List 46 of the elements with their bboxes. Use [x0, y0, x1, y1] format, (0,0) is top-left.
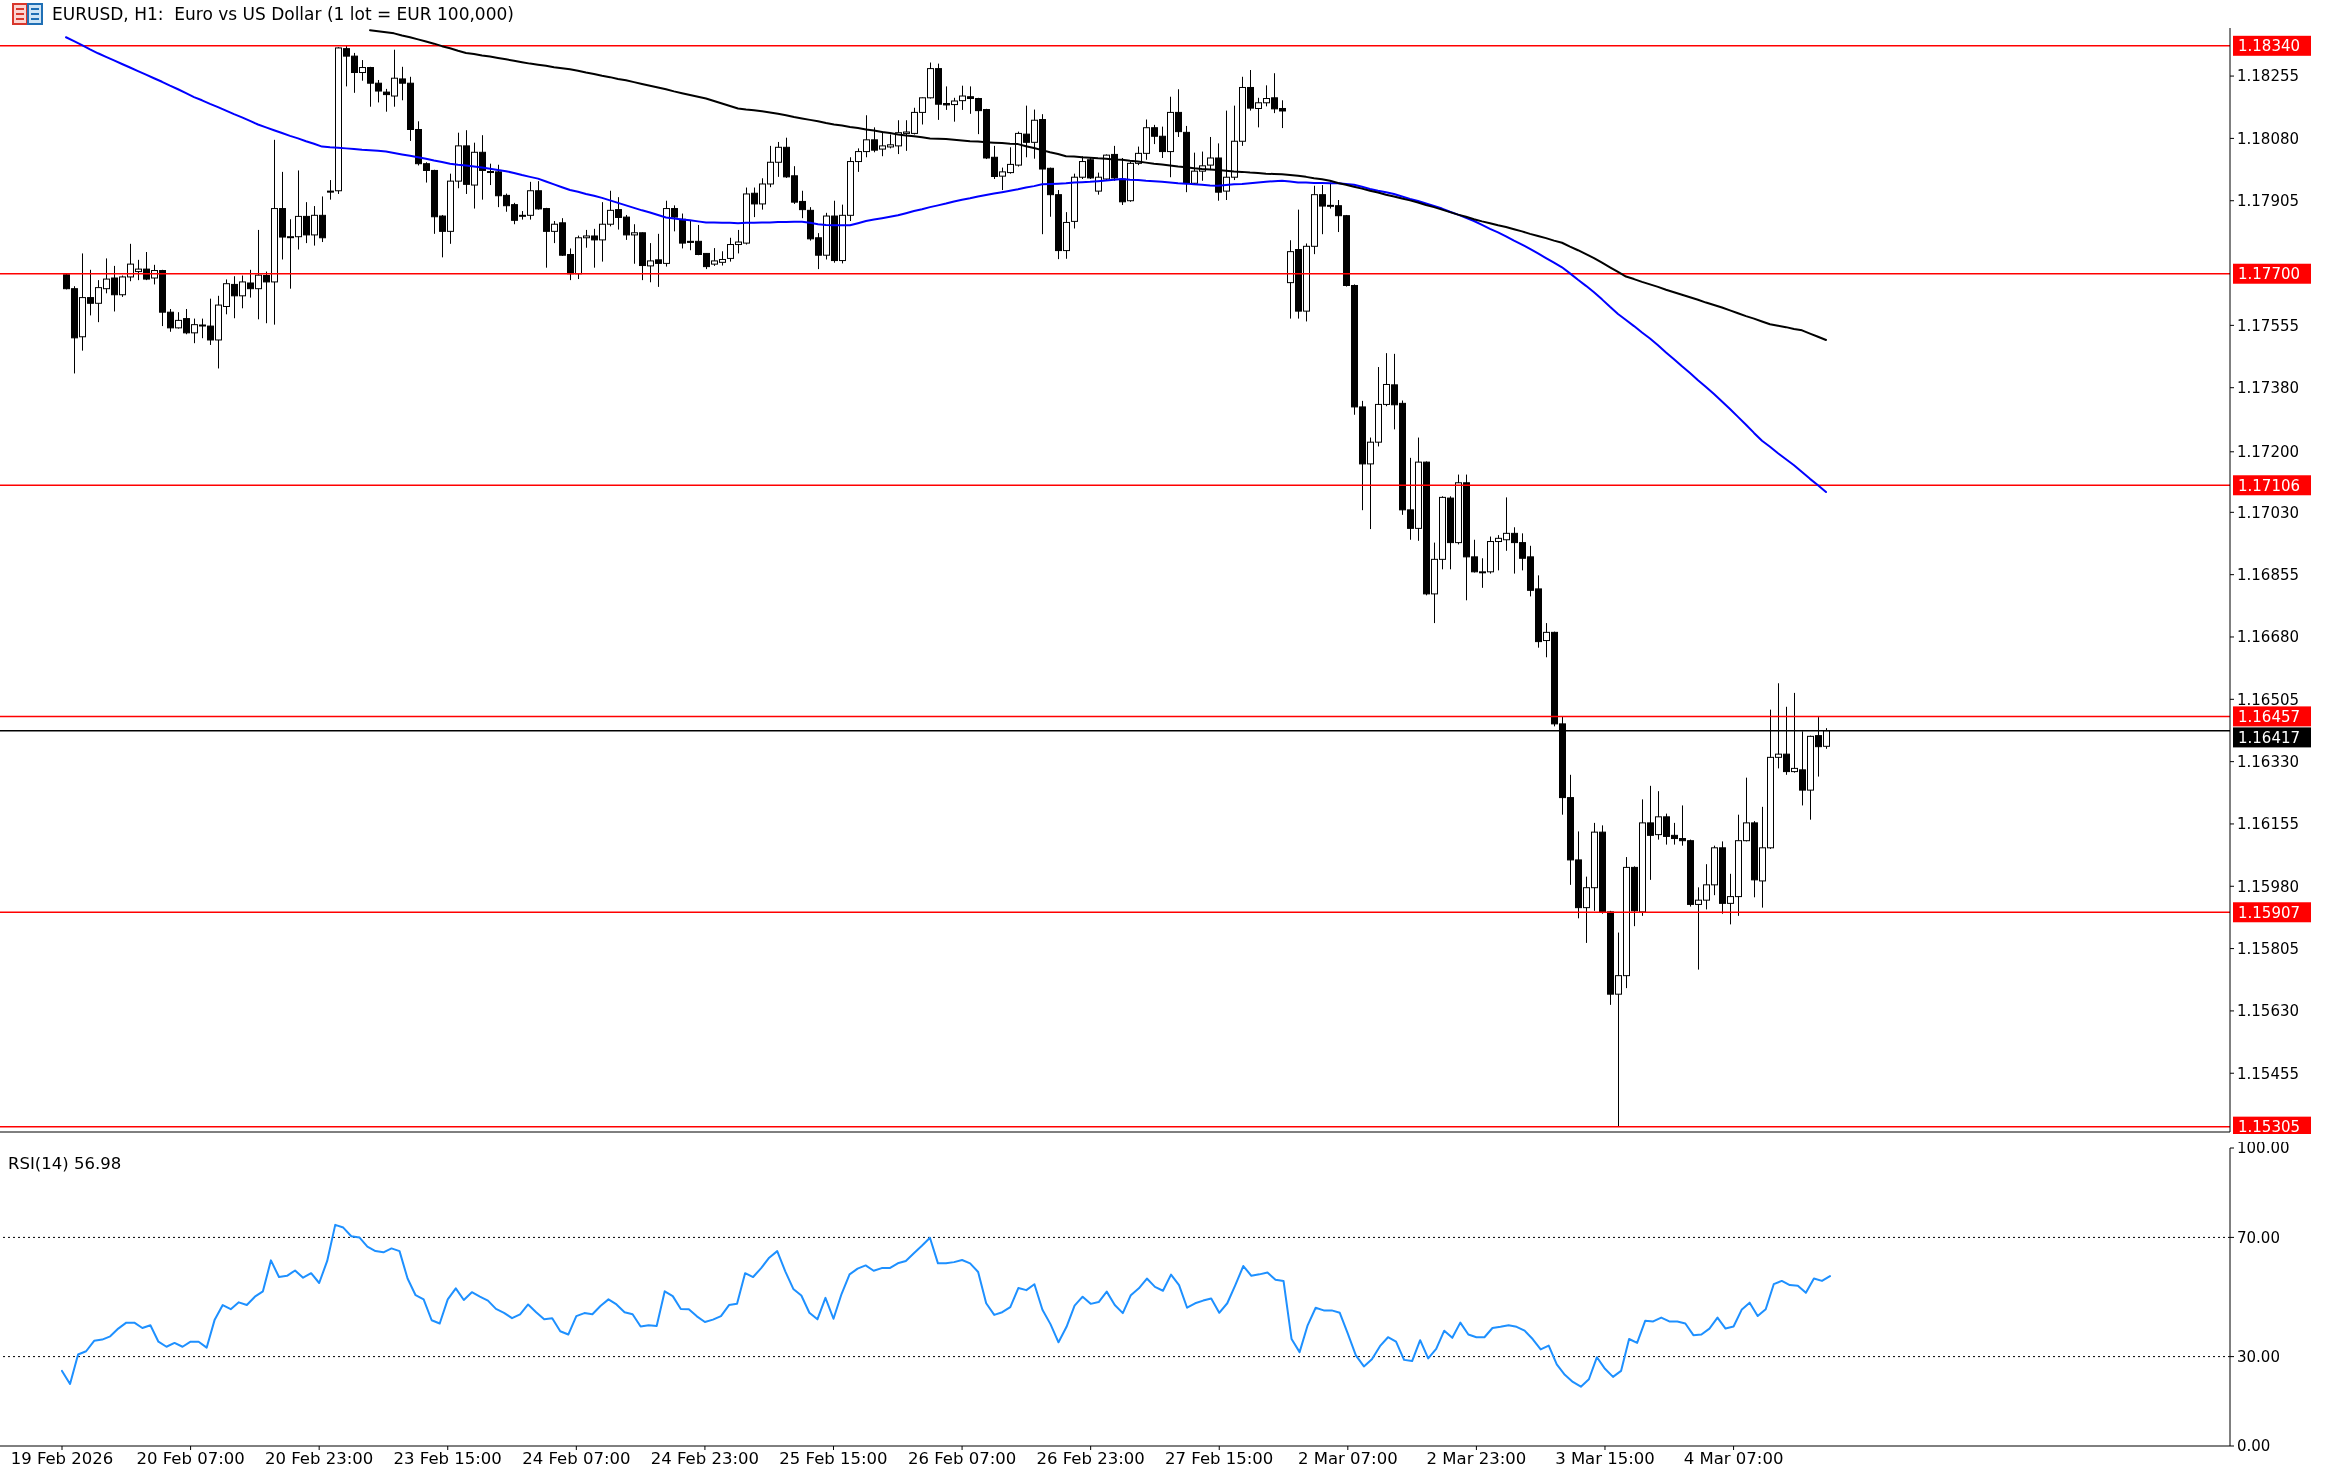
y-tick-label: 1.17380 [2237, 379, 2300, 398]
x-tick-label: 3 Mar 15:00 [1555, 1448, 1655, 1468]
y-tick-label: 1.15980 [2237, 877, 2300, 896]
y-tick-label: 1.17200 [2237, 443, 2300, 462]
ref-line-label: 1.16417 [2238, 728, 2301, 747]
x-tick-label: 20 Feb 07:00 [136, 1448, 245, 1468]
y-tick-label: 1.18080 [2237, 129, 2300, 148]
x-tick-label: 24 Feb 07:00 [522, 1448, 631, 1468]
ref-line-label: 1.17700 [2238, 265, 2301, 284]
y-tick-label: 1.16330 [2237, 752, 2300, 771]
x-tick-label: 20 Feb 23:00 [265, 1448, 374, 1468]
x-tick-label: 27 Feb 15:00 [1165, 1448, 1274, 1468]
x-tick-label: 26 Feb 23:00 [1036, 1448, 1145, 1468]
y-tick-label: 1.17555 [2237, 316, 2300, 335]
x-tick-label: 2 Mar 23:00 [1426, 1448, 1527, 1468]
x-tick-label: 2 Mar 07:00 [1297, 1448, 1398, 1468]
chart-title: RSI(14) 56.98 [8, 1154, 122, 1174]
chart-title: EURUSD, H1: Euro vs US Dollar (1 lot = EUR 100,000) [52, 4, 514, 24]
y-tick-label: 70.00 [2237, 1228, 2280, 1247]
line-series [369, 29, 1827, 341]
y-tick-label: 1.17905 [2237, 192, 2300, 211]
y-tick-label: 1.18255 [2237, 67, 2300, 86]
y-tick-label: 1.16680 [2237, 628, 2300, 647]
y-tick-label: 0.00 [2237, 1437, 2271, 1456]
ref-line-label: 1.15305 [2238, 1118, 2301, 1137]
x-tick-label: 26 Feb 07:00 [907, 1448, 1017, 1468]
line-series [65, 36, 1827, 494]
ref-line-label: 1.17106 [2238, 476, 2301, 495]
x-tick-label: 19 Feb 2026 [10, 1448, 114, 1468]
x-tick-label: 25 Feb 15:00 [779, 1448, 888, 1468]
ref-line-label: 1.18340 [2238, 37, 2301, 56]
y-tick-label: 1.16505 [2237, 690, 2300, 709]
x-tick-label: 24 Feb 23:00 [650, 1448, 760, 1468]
y-tick-label: 1.15455 [2237, 1064, 2300, 1083]
x-tick-label: 4 Mar 07:00 [1683, 1448, 1784, 1468]
y-tick-label: 100.00 [2237, 1139, 2290, 1158]
y-tick-label: 1.16155 [2237, 815, 2300, 834]
y-tick-label: 1.15805 [2237, 939, 2300, 958]
ref-line-label: 1.15907 [2238, 903, 2301, 922]
line-series [61, 1223, 1831, 1388]
x-tick-label: 23 Feb 15:00 [393, 1448, 502, 1468]
y-tick-label: 30.00 [2237, 1347, 2280, 1366]
y-tick-label: 1.16855 [2237, 565, 2300, 584]
ref-line-label: 1.16457 [2238, 707, 2301, 726]
y-tick-label: 1.17030 [2237, 503, 2300, 522]
y-tick-label: 1.15630 [2237, 1002, 2300, 1021]
